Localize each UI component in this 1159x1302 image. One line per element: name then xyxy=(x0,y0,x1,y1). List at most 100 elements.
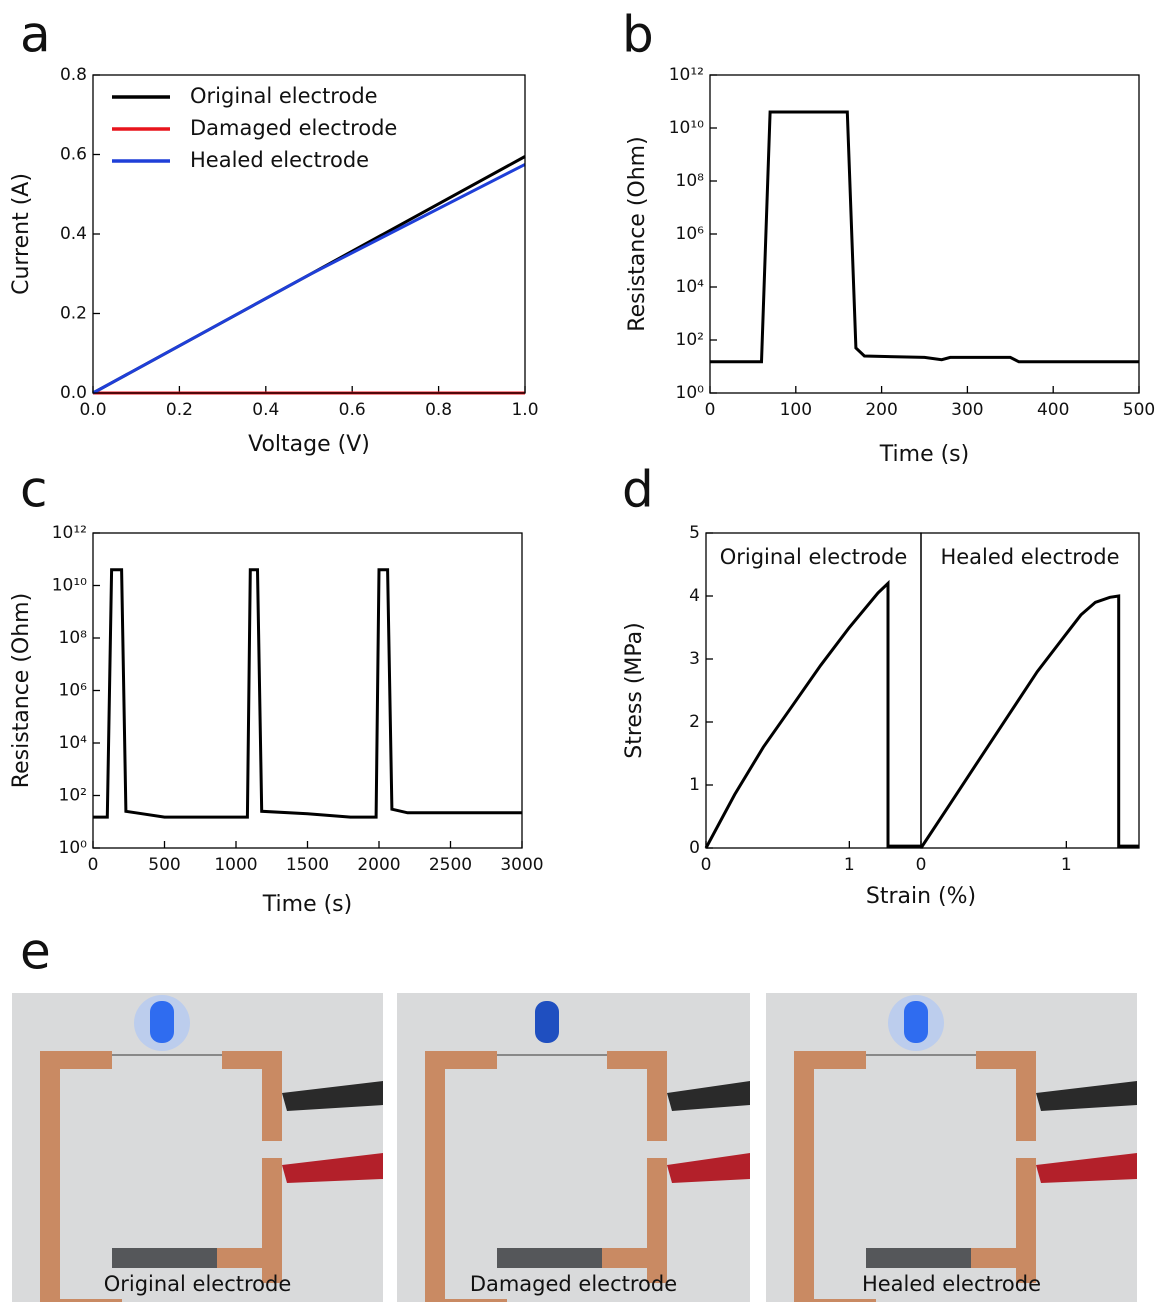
y-tick-label: 0.8 xyxy=(60,65,87,85)
clip xyxy=(1036,1153,1137,1183)
y-tick-label: 0 xyxy=(689,838,700,858)
x-tick-label: 1 xyxy=(1061,855,1072,875)
plot-frame xyxy=(709,74,1140,394)
x-tick-label: 0.6 xyxy=(339,400,366,420)
photo-caption: Original electrode xyxy=(104,1272,292,1296)
y-tick-label: 10¹² xyxy=(52,523,87,543)
led xyxy=(150,1001,174,1043)
photo: Damaged electrode xyxy=(397,993,750,1302)
y-tick-label: 10¹² xyxy=(669,65,704,85)
y-tick-label: 10¹⁰ xyxy=(52,576,87,596)
y-axis-label: Current (A) xyxy=(9,173,34,295)
copper-tape xyxy=(794,1051,876,1302)
clip xyxy=(1036,1081,1137,1111)
copper-tape xyxy=(425,1051,507,1302)
legend-label: Original electrode xyxy=(190,84,378,108)
x-tick-label: 400 xyxy=(1037,400,1069,420)
x-tick-label: 100 xyxy=(780,400,812,420)
photo-caption: Damaged electrode xyxy=(470,1272,677,1296)
photo-caption: Healed electrode xyxy=(862,1272,1041,1296)
y-axis-label: Resistance (Ohm) xyxy=(9,593,34,788)
copper-tape xyxy=(262,1051,282,1141)
copper-tape xyxy=(40,1051,122,1302)
y-tick-label: 10⁸ xyxy=(676,171,705,191)
electrode-strip xyxy=(112,1248,217,1268)
y-tick-label: 10⁰ xyxy=(676,383,705,403)
panel-label: b xyxy=(622,6,654,64)
panel-label: e xyxy=(20,923,51,981)
y-tick-label: 0.4 xyxy=(60,224,87,244)
photo: Original electrode xyxy=(12,993,383,1302)
annotation: Original electrode xyxy=(720,545,908,569)
clip xyxy=(282,1153,383,1183)
x-tick-label: 1.0 xyxy=(511,400,538,420)
x-axis-label: Time (s) xyxy=(879,442,969,467)
electrode-strip xyxy=(866,1248,971,1268)
electrode-strip xyxy=(497,1248,602,1268)
y-tick-label: 10² xyxy=(676,330,704,350)
y-tick-label: 4 xyxy=(689,586,700,606)
x-tick-label: 200 xyxy=(865,400,897,420)
data-line xyxy=(919,594,1139,849)
x-tick-label: 1 xyxy=(844,855,855,875)
y-tick-label: 10¹⁰ xyxy=(669,118,704,138)
plot-frame xyxy=(92,74,526,394)
x-tick-label: 500 xyxy=(148,855,180,875)
y-tick-label: 0.0 xyxy=(60,383,87,403)
y-axis-label: Resistance (Ohm) xyxy=(625,136,650,331)
panel-label: c xyxy=(20,461,48,519)
clip xyxy=(667,1153,750,1183)
data-line xyxy=(92,163,526,395)
copper-tape xyxy=(1016,1051,1036,1141)
x-tick-label: 500 xyxy=(1123,400,1155,420)
x-tick-label: 0 xyxy=(701,855,712,875)
copper-tape xyxy=(647,1051,667,1141)
x-tick-label: 300 xyxy=(951,400,983,420)
legend-label: Damaged electrode xyxy=(190,116,397,140)
x-tick-label: 0 xyxy=(705,400,716,420)
panel-label: d xyxy=(622,461,654,519)
y-tick-label: 10⁴ xyxy=(676,277,705,297)
photo: Healed electrode xyxy=(766,993,1137,1302)
x-tick-label: 1000 xyxy=(214,855,257,875)
data-line xyxy=(710,110,1139,364)
x-tick-label: 0 xyxy=(916,855,927,875)
x-tick-label: 0.4 xyxy=(252,400,279,420)
copper-tape xyxy=(597,1248,667,1268)
y-tick-label: 10² xyxy=(59,786,87,806)
data-line xyxy=(704,579,921,849)
y-tick-label: 1 xyxy=(689,775,700,795)
x-tick-label: 2500 xyxy=(429,855,472,875)
x-tick-label: 0.0 xyxy=(79,400,106,420)
annotation: Healed electrode xyxy=(940,545,1119,569)
led xyxy=(904,1001,928,1043)
x-tick-label: 3000 xyxy=(500,855,543,875)
x-axis-label: Strain (%) xyxy=(866,884,976,909)
y-tick-label: 10⁴ xyxy=(59,733,88,753)
led xyxy=(535,1001,559,1043)
y-tick-label: 10⁸ xyxy=(59,628,88,648)
x-tick-label: 1500 xyxy=(286,855,329,875)
x-axis-label: Time (s) xyxy=(262,892,352,917)
x-axis-label: Voltage (V) xyxy=(248,432,370,457)
copper-tape xyxy=(212,1248,282,1268)
x-tick-label: 0.2 xyxy=(166,400,193,420)
x-tick-label: 2000 xyxy=(357,855,400,875)
y-axis-label: Stress (MPa) xyxy=(622,622,647,759)
x-tick-label: 0 xyxy=(88,855,99,875)
x-tick-label: 0.8 xyxy=(425,400,452,420)
y-tick-label: 10⁶ xyxy=(676,224,705,244)
clip xyxy=(667,1081,750,1111)
plot-frame xyxy=(920,532,1140,849)
data-line xyxy=(93,568,522,819)
clip xyxy=(282,1081,383,1111)
y-tick-label: 5 xyxy=(689,523,700,543)
legend-label: Healed electrode xyxy=(190,148,369,172)
y-tick-label: 0.6 xyxy=(60,145,87,165)
y-tick-label: 10⁶ xyxy=(59,681,88,701)
panel-label: a xyxy=(20,6,51,64)
plot-frame xyxy=(92,532,523,849)
y-tick-label: 3 xyxy=(689,649,700,669)
y-tick-label: 10⁰ xyxy=(59,838,88,858)
